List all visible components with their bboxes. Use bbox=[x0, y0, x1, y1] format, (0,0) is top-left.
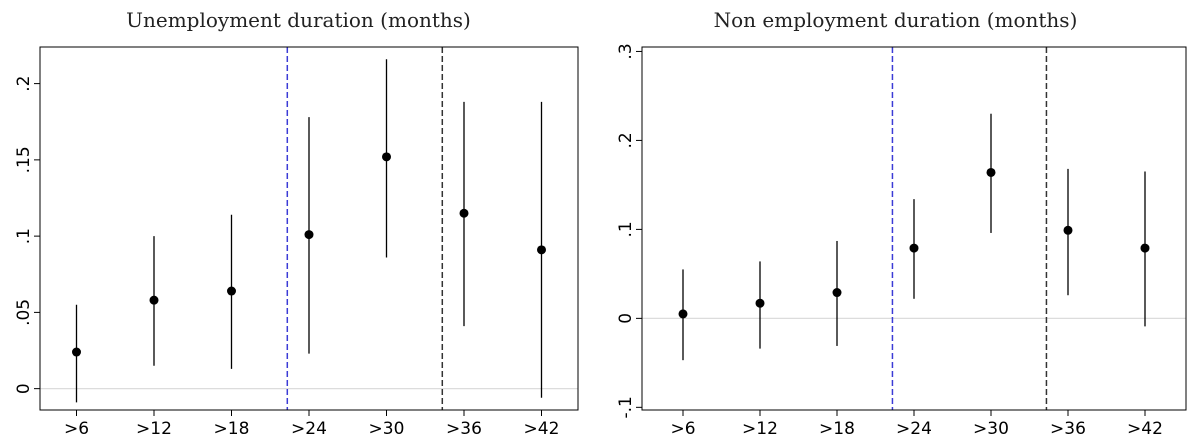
left-chart-svg: 0 .05 .1 .15 .2 >6 >12 >18 >24 >30 >36 >42 bbox=[14, 46, 579, 439]
left-data-point bbox=[382, 152, 391, 162]
left-chart-title: Unemployment duration (months) bbox=[126, 8, 471, 32]
left-x-tick-label: >6 bbox=[64, 419, 89, 439]
right-data-point bbox=[1063, 225, 1073, 235]
right-data-point bbox=[1140, 243, 1150, 253]
right-x-tick-label: >36 bbox=[1050, 419, 1086, 439]
right-y-tick-label: .3 bbox=[616, 43, 636, 59]
right-data-point bbox=[986, 167, 996, 177]
right-data-point bbox=[755, 298, 765, 308]
left-x-tick-label: >36 bbox=[446, 419, 482, 439]
left-data-point bbox=[227, 286, 236, 296]
left-y-tick-label: .1 bbox=[14, 228, 34, 244]
left-x-tick-label: >12 bbox=[136, 419, 172, 439]
left-data-point bbox=[304, 230, 314, 240]
right-x-tick-label: >30 bbox=[973, 419, 1009, 439]
left-x-tick-label: >24 bbox=[291, 419, 327, 439]
right-x-tick-label: >24 bbox=[896, 419, 932, 439]
right-x-tick-label: >42 bbox=[1127, 419, 1163, 439]
right-y-tick-label: .2 bbox=[616, 132, 636, 148]
right-data-point bbox=[678, 309, 688, 319]
left-data-point bbox=[537, 245, 546, 255]
right-data-point bbox=[832, 288, 842, 298]
left-y-tick-label: .15 bbox=[14, 146, 34, 173]
left-y-tick-label: .2 bbox=[14, 75, 34, 91]
right-x-tick-label: >18 bbox=[819, 419, 855, 439]
right-chart-svg: -.1 0 .1 .2 .3 >6 >12 >18 >24 >30 >36 >42 bbox=[616, 43, 1187, 439]
left-x-tick-label: >42 bbox=[524, 419, 560, 439]
right-chart-title: Non employment duration (months) bbox=[713, 8, 1078, 32]
left-y-tick-label: .05 bbox=[14, 299, 34, 326]
right-y-tick-label: -.1 bbox=[616, 396, 636, 418]
right-y-tick-label: 0 bbox=[616, 313, 636, 324]
left-data-point bbox=[149, 295, 159, 305]
left-x-tick-label: >18 bbox=[214, 419, 250, 439]
right-x-tick-label: >6 bbox=[670, 419, 695, 439]
right-data-point bbox=[909, 243, 919, 253]
left-y-tick-label: 0 bbox=[14, 383, 34, 394]
left-data-point bbox=[72, 347, 81, 357]
left-x-tick-label: >30 bbox=[369, 419, 405, 439]
left-data-point bbox=[459, 208, 469, 218]
right-x-tick-label: >12 bbox=[742, 419, 778, 439]
right-chart-panel: Non employment duration (months) -.1 0 .1.… bbox=[597, 0, 1194, 448]
right-y-tick-label: .1 bbox=[616, 221, 636, 237]
left-chart-panel: Unemployment duration (months) 0 .05 .1 .15… bbox=[14, 8, 579, 439]
